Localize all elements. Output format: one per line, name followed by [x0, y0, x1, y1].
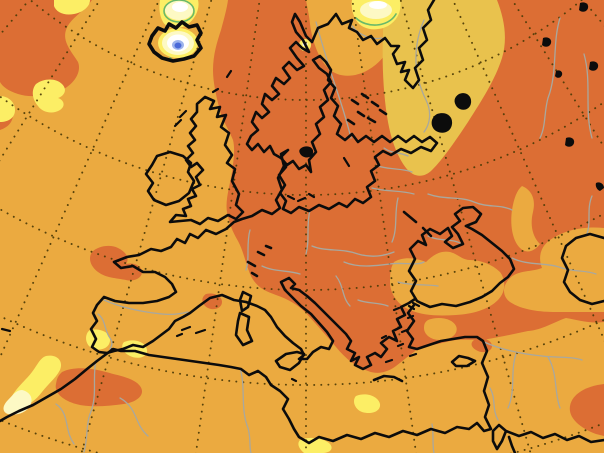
aegean-islands — [380, 306, 418, 364]
border-hungary-romania — [343, 261, 425, 267]
border-egypt-libya — [431, 423, 435, 453]
coastline-sardinia — [234, 311, 254, 347]
amber-hole-anatolia — [424, 318, 457, 340]
coastline-cyprus — [450, 354, 477, 368]
coastline-crete — [372, 374, 404, 383]
malta-island — [290, 377, 298, 383]
green-contour-north-of-iceland — [163, 0, 195, 23]
finnish-lakes — [346, 92, 388, 126]
country-borders-layer — [55, 17, 597, 453]
gold-anomaly-nw-russia — [382, 0, 505, 176]
gotland-island — [342, 156, 351, 168]
yellow-patch-left-edge — [0, 96, 15, 122]
river-volga-1 — [539, 17, 561, 139]
river-algeria-2 — [55, 403, 75, 445]
orange-anomaly-southeast-corner — [569, 384, 604, 436]
border-iraq — [547, 356, 561, 409]
lake-onega — [454, 93, 472, 110]
yellow-patch-east-med — [354, 394, 381, 414]
border-morocco-algeria — [83, 359, 97, 453]
yellow-patch-top — [54, 0, 90, 15]
russian-lake-5 — [565, 137, 575, 147]
river-algeria-1 — [119, 397, 149, 437]
border-austria-italy — [261, 265, 301, 275]
amber-pocket-caspian — [504, 227, 604, 312]
river-volga-2 — [583, 53, 593, 139]
lake-vanern — [299, 146, 314, 158]
hebrides-islands — [173, 69, 233, 128]
orange-anomaly-northwest-corner — [0, 0, 92, 97]
amber-finger-volga — [511, 186, 540, 252]
lake-ladoga — [431, 113, 453, 133]
border-romania-bulgaria — [397, 281, 439, 287]
russian-lake-4 — [555, 70, 563, 78]
border-ukraine-russia — [427, 193, 513, 211]
border-finland-russia — [415, 19, 431, 133]
coastline-sicily — [274, 350, 306, 372]
border-baltics-2 — [377, 165, 413, 173]
border-finland-norway — [351, 25, 383, 40]
green-contour-white-sea — [355, 13, 397, 26]
border-spain-portugal — [97, 313, 113, 350]
coastline-black-sea — [407, 205, 516, 309]
border-caucasus — [511, 257, 597, 275]
coastline-iceland — [147, 20, 203, 63]
coastline-corsica — [238, 290, 253, 313]
border-france-spain — [103, 299, 189, 316]
border-baltics-3 — [371, 187, 415, 195]
coastline-mainland-europe — [89, 0, 439, 371]
white-core-north-of-iceland — [172, 2, 188, 12]
coastline-great-britain — [168, 95, 245, 226]
russian-lake-1 — [542, 37, 552, 47]
coastline-turkey-levant-africa — [0, 303, 493, 445]
border-poland-germany — [305, 209, 311, 255]
lakes-layer — [246, 2, 604, 278]
border-israel-jordan — [489, 387, 499, 421]
border-turkey-syria — [483, 341, 583, 361]
cold-core-iceland — [174, 42, 182, 49]
coastline-sinai-red-sea — [491, 423, 604, 453]
russian-lake-3 — [589, 61, 599, 71]
coastline-ireland — [144, 150, 196, 207]
river-don — [585, 195, 593, 237]
danish-islands — [286, 192, 316, 203]
balearic-islands — [175, 325, 207, 338]
coastline-caspian — [560, 232, 604, 306]
russian-lake-6 — [595, 182, 604, 191]
graticule-parallel — [28, 0, 584, 101]
border-poland-ukraine — [391, 197, 399, 243]
dnieper-reservoirs — [402, 210, 433, 238]
russian-lake-2 — [579, 2, 589, 12]
border-algeria-tunisia — [239, 367, 252, 453]
white-core-white-sea — [369, 1, 387, 9]
alpine-lakes — [246, 244, 273, 278]
border-norway-sweden — [315, 21, 352, 139]
border-france-germany — [245, 229, 251, 271]
border-macedonia — [357, 299, 389, 307]
graticule-parallel — [0, 95, 604, 196]
madeira-island — [0, 327, 12, 333]
border-czech-slovakia — [311, 245, 395, 257]
border-syria-iraq — [507, 353, 517, 409]
border-serbia — [335, 275, 351, 307]
yellow-patch-atlantic — [32, 79, 65, 113]
